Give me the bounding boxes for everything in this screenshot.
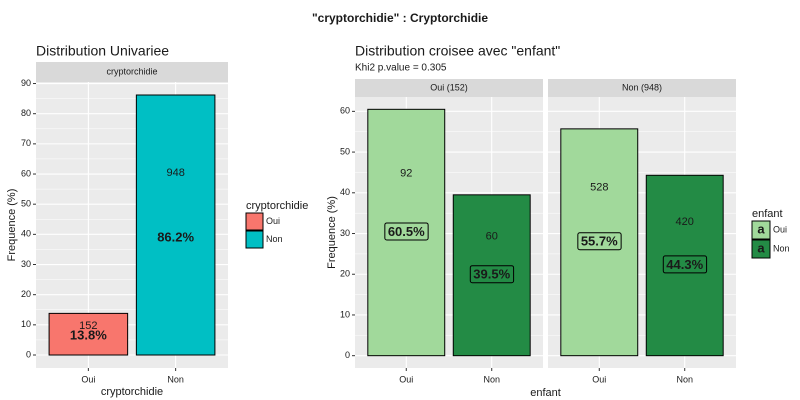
value-label: 60.5% bbox=[388, 224, 425, 239]
value-label-box bbox=[662, 255, 708, 274]
x-tick-label: Oui bbox=[81, 374, 95, 384]
count-label: 152 bbox=[79, 320, 97, 332]
facet-label: Non (948) bbox=[622, 82, 662, 92]
legend-key-glyph: a bbox=[757, 240, 765, 255]
y-tick-label: 0 bbox=[345, 350, 350, 360]
count-label: 92 bbox=[400, 167, 412, 179]
bar bbox=[48, 312, 129, 356]
value-label: 86.2% bbox=[157, 229, 194, 244]
legend-title: cryptorchidie bbox=[246, 200, 308, 212]
y-tick-label: 0 bbox=[26, 349, 31, 359]
y-axis-label: Frequence (%) bbox=[6, 189, 18, 262]
y-axis-label: Frequence (%) bbox=[326, 196, 338, 269]
x-axis-label: enfant bbox=[530, 387, 561, 399]
facet-strip bbox=[548, 79, 736, 97]
y-tick-label: 80 bbox=[21, 108, 31, 118]
value-label: 13.8% bbox=[70, 328, 107, 343]
x-tick-label: Non bbox=[167, 374, 184, 384]
legend-key bbox=[751, 220, 771, 240]
y-tick-label: 30 bbox=[21, 259, 31, 269]
legend-label: Oui bbox=[266, 216, 280, 226]
facet-strip bbox=[36, 62, 228, 82]
count-label: 420 bbox=[676, 216, 694, 228]
value-label-box bbox=[384, 222, 429, 241]
y-tick-label: 20 bbox=[340, 269, 350, 279]
x-tick-label: Non bbox=[676, 374, 693, 384]
legend-key bbox=[245, 212, 264, 231]
value-label-box bbox=[577, 232, 622, 251]
bar bbox=[135, 94, 216, 356]
chart-title: Distribution Univariee bbox=[36, 43, 169, 59]
bar bbox=[452, 194, 531, 357]
y-tick-label: 20 bbox=[21, 289, 31, 299]
y-tick-label: 40 bbox=[21, 229, 31, 239]
count-label: 60 bbox=[486, 231, 498, 243]
legend-key bbox=[245, 230, 264, 249]
y-tick-label: 10 bbox=[340, 309, 350, 319]
y-tick-label: 60 bbox=[21, 168, 31, 178]
count-label: 948 bbox=[166, 167, 184, 179]
legend-key bbox=[751, 239, 771, 259]
x-axis-label: cryptorchidie bbox=[101, 386, 163, 398]
value-label: 55.7% bbox=[581, 234, 618, 249]
y-tick-label: 40 bbox=[340, 187, 350, 197]
bar bbox=[645, 174, 724, 357]
value-label: 39.5% bbox=[473, 267, 510, 282]
y-tick-label: 60 bbox=[340, 106, 350, 116]
legend-key-glyph: a bbox=[757, 221, 765, 236]
x-tick-label: Oui bbox=[399, 374, 413, 384]
chart-subtitle: Khi2 p.value = 0.305 bbox=[355, 63, 447, 74]
y-tick-label: 10 bbox=[21, 319, 31, 329]
legend-title: enfant bbox=[752, 208, 783, 220]
value-label-box bbox=[469, 265, 515, 284]
y-tick-label: 50 bbox=[21, 199, 31, 209]
legend-label: Non bbox=[266, 234, 283, 244]
chart-title: Distribution croisee avec "enfant" bbox=[355, 43, 560, 59]
y-tick-label: 90 bbox=[21, 78, 31, 88]
count-label: 528 bbox=[590, 182, 608, 194]
page-title: "cryptorchidie" : Cryptorchidie bbox=[312, 11, 488, 25]
y-tick-label: 50 bbox=[340, 146, 350, 156]
x-tick-label: Oui bbox=[592, 374, 606, 384]
y-tick-label: 30 bbox=[340, 228, 350, 238]
legend-label: Non bbox=[773, 243, 790, 253]
facet-label: cryptorchidie bbox=[106, 66, 157, 76]
legend-label: Oui bbox=[773, 224, 787, 234]
facet-strip bbox=[355, 79, 543, 97]
y-tick-label: 70 bbox=[21, 138, 31, 148]
value-label: 44.3% bbox=[666, 257, 703, 272]
facet-label: Oui (152) bbox=[430, 82, 468, 92]
bar bbox=[367, 108, 446, 357]
x-tick-label: Non bbox=[483, 374, 500, 384]
bar bbox=[560, 128, 639, 357]
